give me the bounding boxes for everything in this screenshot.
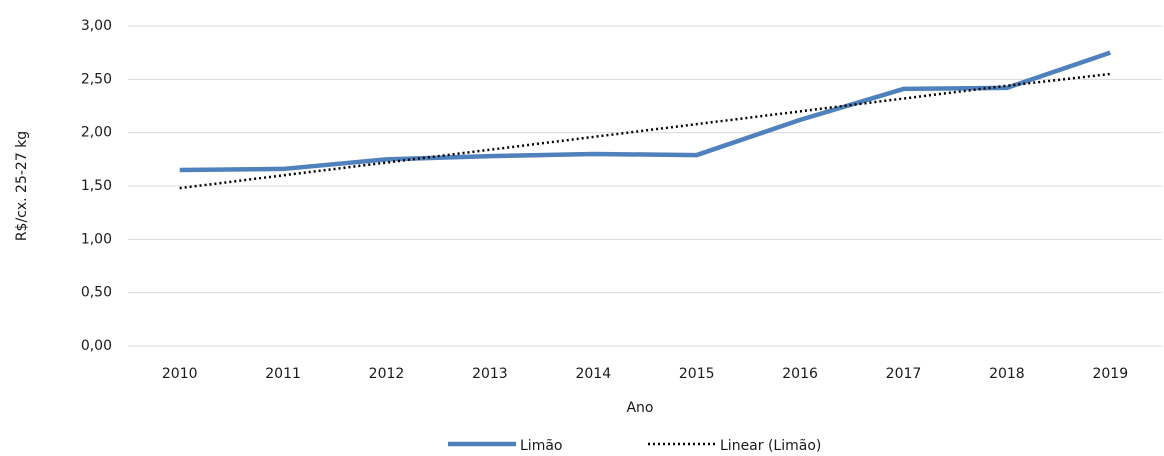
x-tick-label: 2018 — [989, 366, 1025, 382]
y-tick-label: 3,00 — [81, 18, 112, 34]
y-tick-label: 0,00 — [81, 338, 112, 354]
x-tick-label: 2019 — [1092, 366, 1128, 382]
x-tick-label: 2012 — [369, 366, 405, 382]
y-tick-label: 0,50 — [81, 285, 112, 301]
series-line — [179, 72, 1111, 190]
y-tick-label: 2,50 — [81, 71, 112, 87]
x-tick-label: 2017 — [886, 366, 922, 382]
legend-label: Linear (Limão) — [720, 438, 821, 454]
y-axis-label: R$/cx. 25-27 kg — [14, 131, 30, 241]
x-axis-label: Ano — [626, 400, 653, 416]
x-tick-label: 2015 — [679, 366, 715, 382]
y-tick-label: 2,00 — [81, 125, 112, 141]
x-tick-label: 2016 — [782, 366, 818, 382]
x-tick-label: 2011 — [265, 366, 301, 382]
series-line — [179, 50, 1112, 173]
x-tick-label: 2014 — [575, 366, 611, 382]
legend-label: Limão — [520, 438, 562, 454]
x-tick-label: 2013 — [472, 366, 508, 382]
x-tick-label: 2010 — [162, 366, 198, 382]
y-tick-label: 1,00 — [81, 231, 112, 247]
y-tick-label: 1,50 — [81, 178, 112, 194]
